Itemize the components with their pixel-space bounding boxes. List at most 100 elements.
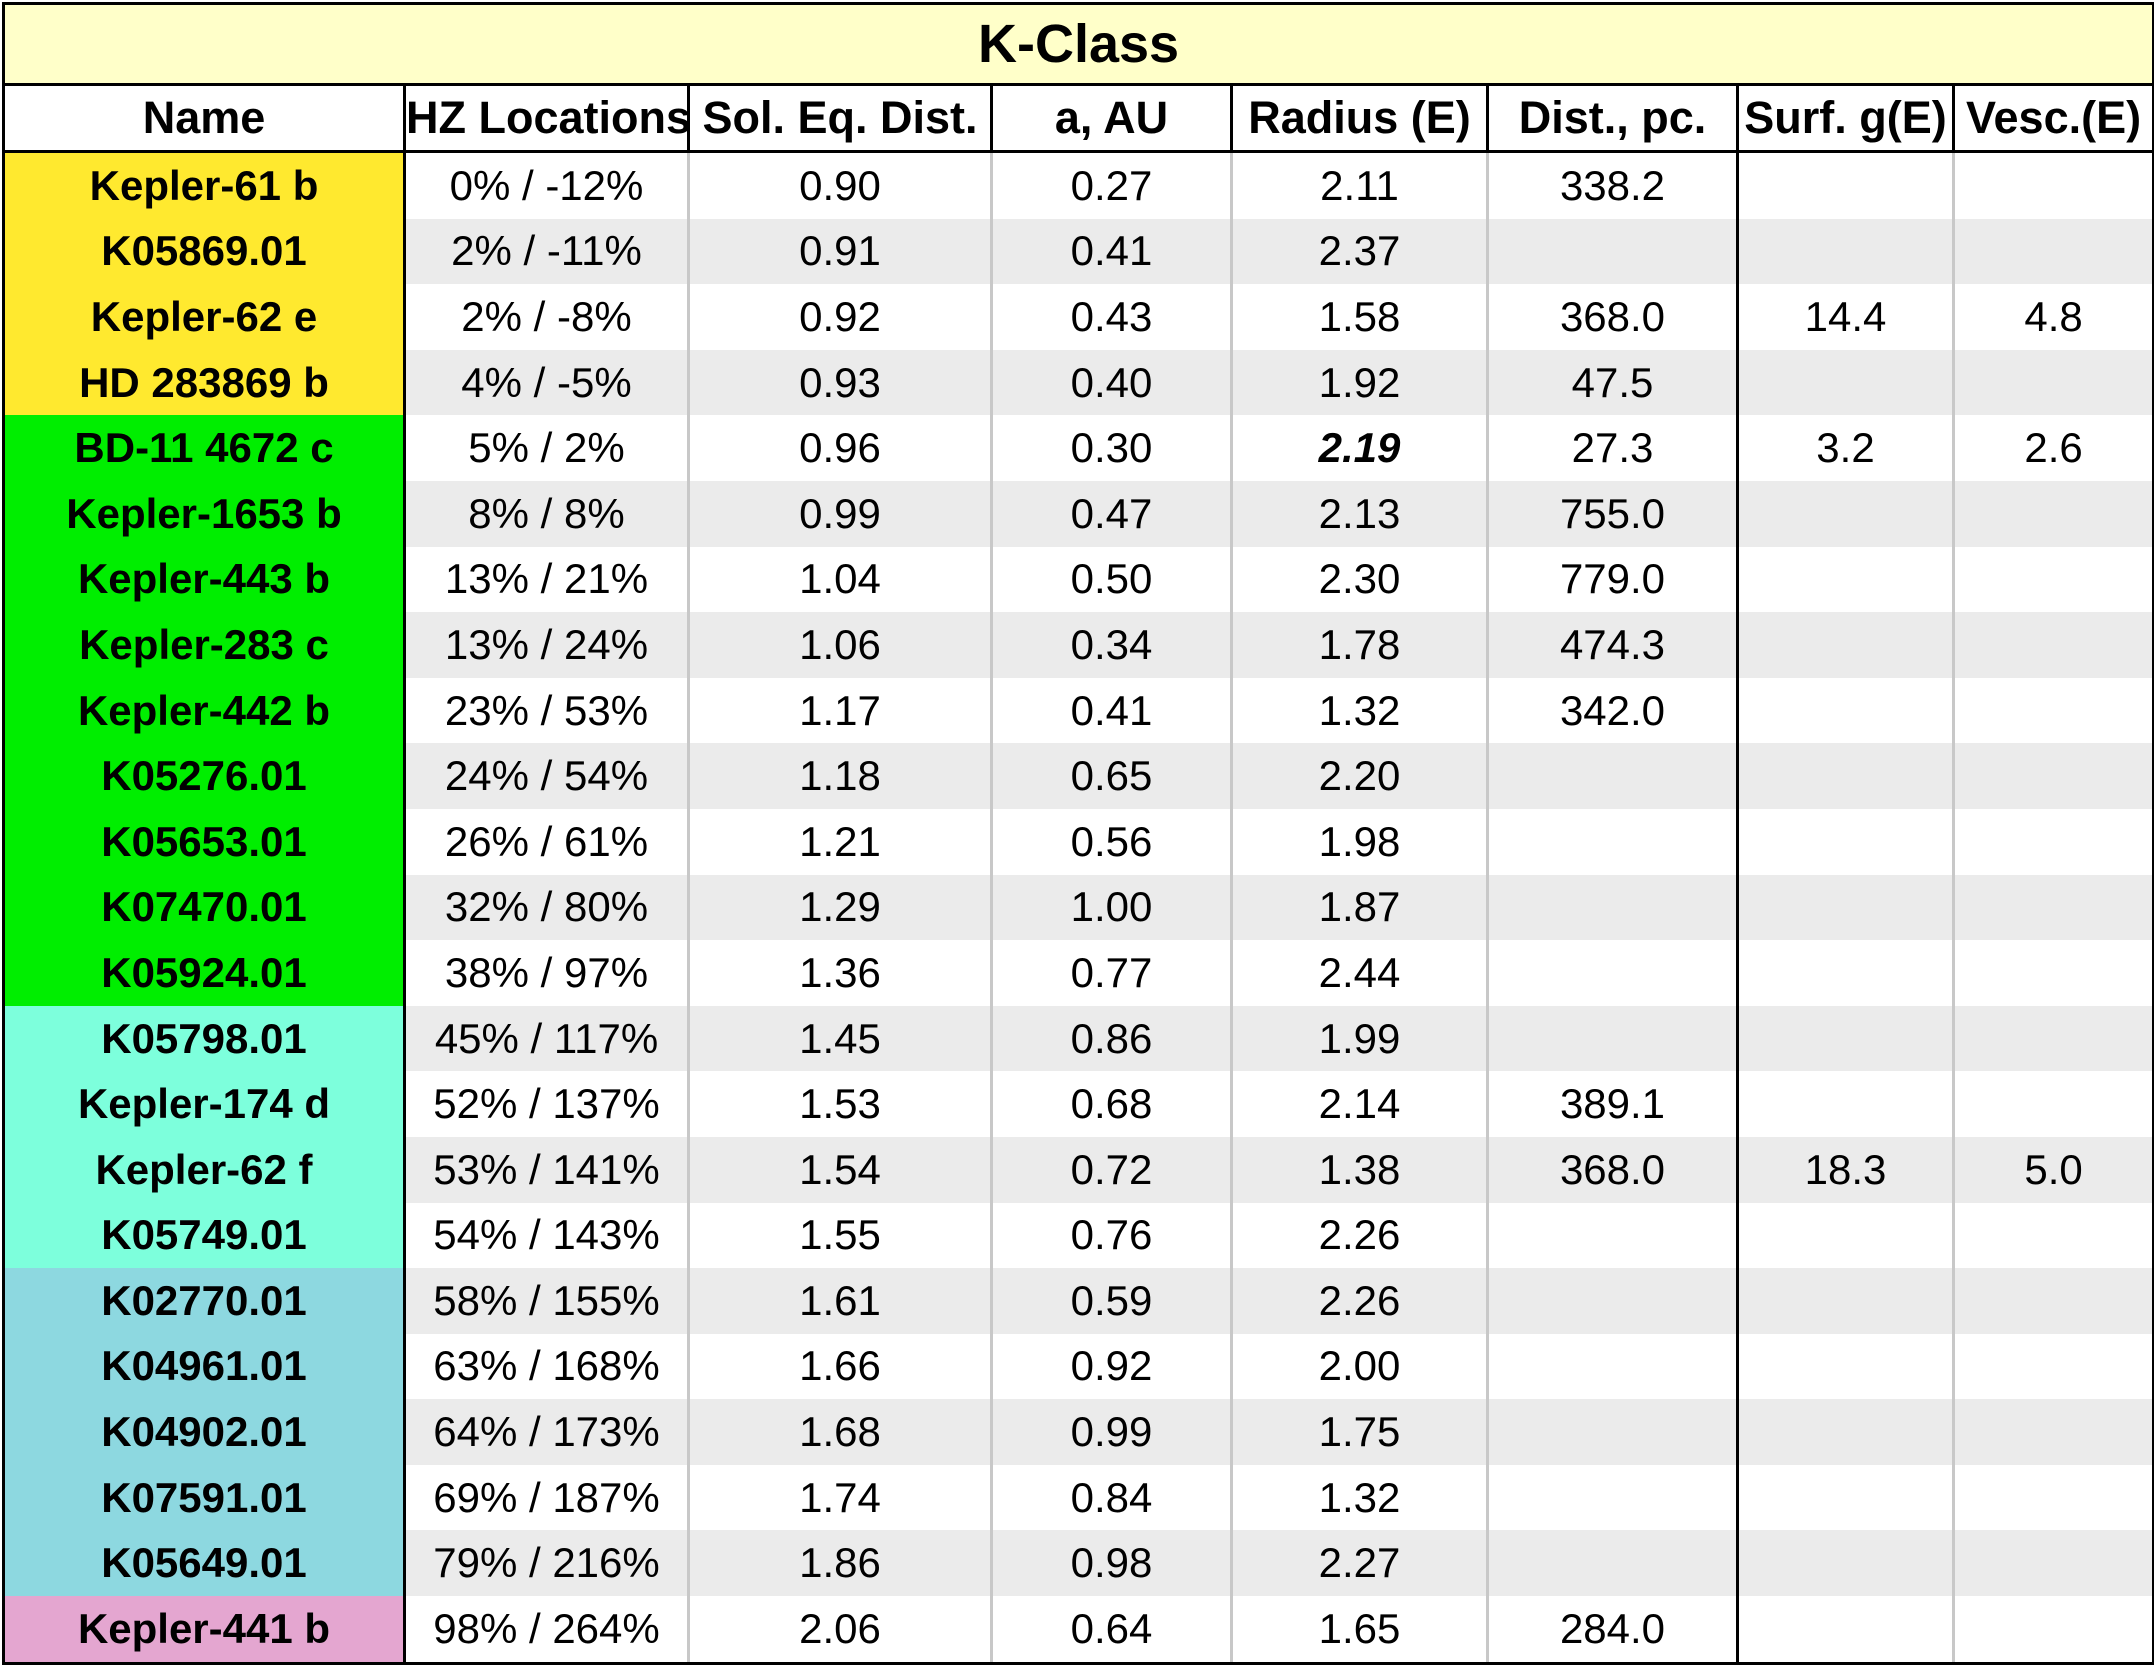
semi-major-axis-cell: 0.84 — [990, 1464, 1232, 1531]
hz-locations-cell: 79% / 216% — [403, 1530, 689, 1597]
distance-cell — [1486, 1530, 1738, 1597]
sol-eq-dist-cell: 1.04 — [687, 546, 992, 613]
sol-eq-dist-cell: 0.99 — [687, 480, 992, 547]
hz-locations-cell: 38% / 97% — [403, 940, 689, 1006]
hz-locations-cell: 2% / -8% — [403, 284, 689, 350]
header-hz-locations: HZ Locations — [403, 83, 690, 153]
hz-locations-cell: 52% / 137% — [403, 1071, 689, 1137]
surface-gravity-cell — [1736, 874, 1954, 941]
escape-velocity-cell — [1951, 677, 2154, 744]
radius-cell: 2.26 — [1230, 1202, 1488, 1269]
hz-locations-cell: 0% / -12% — [403, 151, 689, 219]
hz-locations-cell: 8% / 8% — [403, 480, 689, 547]
sol-eq-dist-cell: 1.18 — [687, 743, 992, 809]
radius-cell: 1.92 — [1230, 349, 1488, 416]
semi-major-axis-cell: 0.99 — [990, 1399, 1232, 1465]
distance-cell: 342.0 — [1486, 677, 1738, 744]
radius-cell: 1.58 — [1230, 284, 1488, 350]
distance-cell — [1486, 1464, 1738, 1531]
hz-locations-cell: 54% / 143% — [403, 1202, 689, 1269]
escape-velocity-cell — [1951, 1202, 2154, 1269]
semi-major-axis-cell: 0.43 — [990, 284, 1232, 350]
radius-cell: 2.19 — [1230, 415, 1488, 481]
semi-major-axis-cell: 0.65 — [990, 743, 1232, 809]
escape-velocity-cell: 4.8 — [1951, 284, 2154, 350]
radius-cell: 2.37 — [1230, 218, 1488, 285]
radius-cell: 1.78 — [1230, 612, 1488, 678]
surface-gravity-cell — [1736, 743, 1954, 809]
sol-eq-dist-cell: 0.90 — [687, 151, 992, 219]
surface-gravity-cell — [1736, 1399, 1954, 1465]
radius-cell: 2.20 — [1230, 743, 1488, 809]
escape-velocity-cell — [1951, 612, 2154, 678]
table-row: K02770.01 58% / 155% 1.61 0.59 2.26 — [2, 1268, 2154, 1334]
hz-locations-cell: 2% / -11% — [403, 218, 689, 285]
distance-cell — [1486, 1268, 1738, 1334]
planet-name-cell: K04902.01 — [2, 1399, 406, 1465]
radius-cell: 1.87 — [1230, 874, 1488, 941]
surface-gravity-cell — [1736, 151, 1954, 219]
distance-cell: 474.3 — [1486, 612, 1738, 678]
escape-velocity-cell — [1951, 480, 2154, 547]
planet-name-cell: K05749.01 — [2, 1202, 406, 1269]
sol-eq-dist-cell: 1.06 — [687, 612, 992, 678]
planet-name-cell: K05653.01 — [2, 808, 406, 875]
semi-major-axis-cell: 0.56 — [990, 808, 1232, 875]
distance-cell — [1486, 1333, 1738, 1400]
radius-cell: 2.00 — [1230, 1333, 1488, 1400]
planet-name-cell: Kepler-283 c — [2, 612, 406, 678]
hz-locations-cell: 32% / 80% — [403, 874, 689, 941]
semi-major-axis-cell: 0.40 — [990, 349, 1232, 416]
table-row: K05749.01 54% / 143% 1.55 0.76 2.26 — [2, 1202, 2154, 1269]
hz-locations-cell: 4% / -5% — [403, 349, 689, 416]
sol-eq-dist-cell: 0.92 — [687, 284, 992, 350]
hz-locations-cell: 58% / 155% — [403, 1268, 689, 1334]
surface-gravity-cell — [1736, 1202, 1954, 1269]
sol-eq-dist-cell: 1.36 — [687, 940, 992, 1006]
escape-velocity-cell — [1951, 1530, 2154, 1597]
hz-locations-cell: 69% / 187% — [403, 1464, 689, 1531]
sol-eq-dist-cell: 1.86 — [687, 1530, 992, 1597]
table-row: K07470.01 32% / 80% 1.29 1.00 1.87 — [2, 874, 2154, 941]
escape-velocity-cell — [1951, 1464, 2154, 1531]
hz-locations-cell: 63% / 168% — [403, 1333, 689, 1400]
semi-major-axis-cell: 0.47 — [990, 480, 1232, 547]
header-escape-velocity: Vesc.(E) — [1951, 83, 2154, 153]
escape-velocity-cell — [1951, 940, 2154, 1006]
semi-major-axis-cell: 0.86 — [990, 1005, 1232, 1072]
semi-major-axis-cell: 0.68 — [990, 1071, 1232, 1137]
surface-gravity-cell — [1736, 1530, 1954, 1597]
radius-cell: 2.26 — [1230, 1268, 1488, 1334]
surface-gravity-cell: 3.2 — [1736, 415, 1954, 481]
planet-name-cell: K02770.01 — [2, 1268, 406, 1334]
sol-eq-dist-cell: 0.91 — [687, 218, 992, 285]
radius-cell: 1.75 — [1230, 1399, 1488, 1465]
planet-name-cell: K05276.01 — [2, 743, 406, 809]
table-row: Kepler-442 b 23% / 53% 1.17 0.41 1.32 342.0 — [2, 677, 2154, 744]
table-row: Kepler-62 f 53% / 141% 1.54 0.72 1.38 368.0 18… — [2, 1136, 2154, 1203]
semi-major-axis-cell: 0.41 — [990, 677, 1232, 744]
hz-locations-cell: 13% / 24% — [403, 612, 689, 678]
radius-cell: 1.38 — [1230, 1136, 1488, 1203]
table-row: K04902.01 64% / 173% 1.68 0.99 1.75 — [2, 1399, 2154, 1465]
semi-major-axis-cell: 0.41 — [990, 218, 1232, 285]
escape-velocity-cell — [1951, 1333, 2154, 1400]
table-row: Kepler-1653 b 8% / 8% 0.99 0.47 2.13 755.0 — [2, 480, 2154, 547]
radius-cell: 2.11 — [1230, 151, 1488, 219]
planet-name-cell: Kepler-1653 b — [2, 480, 406, 547]
table-row: Kepler-283 c 13% / 24% 1.06 0.34 1.78 474.3 — [2, 612, 2154, 678]
table-row: K05924.01 38% / 97% 1.36 0.77 2.44 — [2, 940, 2154, 1006]
radius-cell: 2.27 — [1230, 1530, 1488, 1597]
escape-velocity-cell — [1951, 808, 2154, 875]
distance-cell — [1486, 874, 1738, 941]
table-row: K05649.01 79% / 216% 1.86 0.98 2.27 — [2, 1530, 2154, 1597]
semi-major-axis-cell: 0.27 — [990, 151, 1232, 219]
distance-cell — [1486, 1202, 1738, 1269]
distance-cell: 284.0 — [1486, 1596, 1738, 1665]
planet-name-cell: Kepler-442 b — [2, 677, 406, 744]
semi-major-axis-cell: 0.72 — [990, 1136, 1232, 1203]
radius-cell: 2.13 — [1230, 480, 1488, 547]
sol-eq-dist-cell: 1.53 — [687, 1071, 992, 1137]
planet-name-cell: Kepler-441 b — [2, 1596, 406, 1665]
hz-locations-cell: 98% / 264% — [403, 1596, 689, 1665]
